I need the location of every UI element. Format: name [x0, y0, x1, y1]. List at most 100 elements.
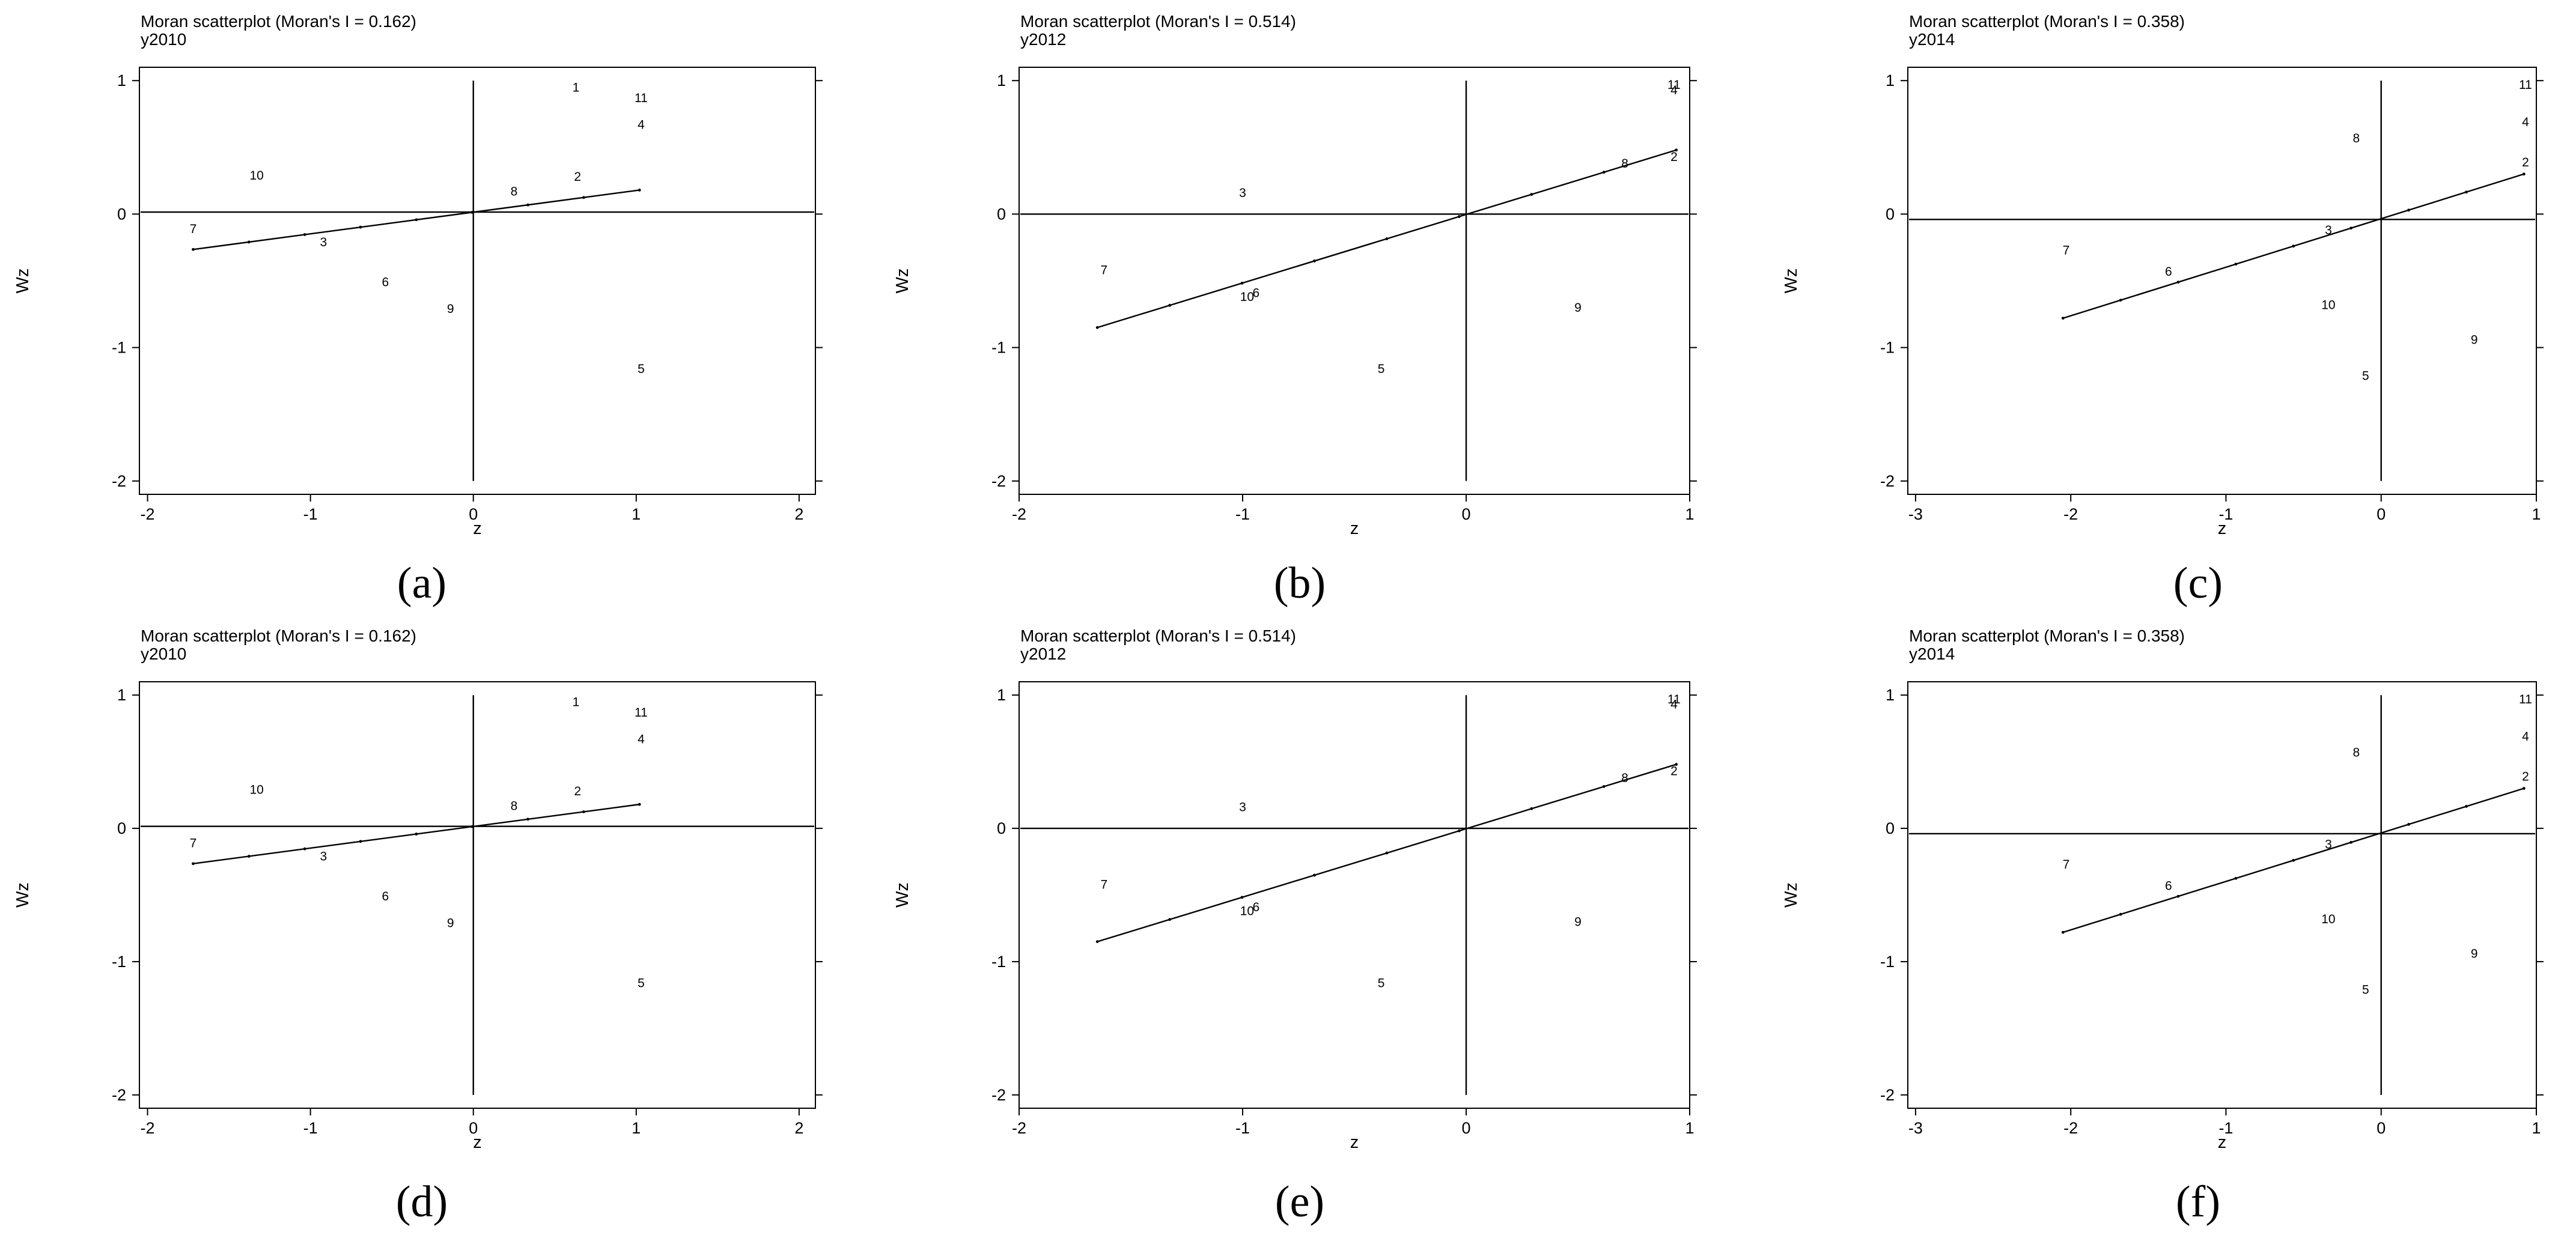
fit-line-marker — [1530, 193, 1533, 196]
plot-title: Moran scatterplot (Moran's I = 0.358) — [1909, 12, 2185, 31]
x-tick-label: -1 — [2218, 1119, 2233, 1137]
y-tick-label: -2 — [112, 1086, 126, 1104]
x-axis-title: z — [2218, 1133, 2227, 1152]
panel-caption: (b) — [1274, 559, 1326, 608]
plot-title: Moran scatterplot (Moran's I = 0.162) — [141, 626, 416, 645]
x-tick-label: -1 — [1235, 1119, 1250, 1137]
point-label-8: 8 — [2353, 132, 2360, 145]
point-label-2: 2 — [1670, 150, 1678, 164]
point-label-3: 3 — [1239, 186, 1246, 200]
plot-title: Moran scatterplot (Moran's I = 0.358) — [1909, 626, 2185, 645]
x-tick-label: 2 — [794, 505, 803, 523]
x-tick-label: -2 — [1012, 505, 1026, 523]
point-label-3: 3 — [320, 850, 327, 864]
x-tick-label: 1 — [1685, 505, 1694, 523]
fit-line-marker — [2522, 787, 2526, 790]
x-tick-label: 1 — [1685, 1119, 1694, 1137]
panel-caption: (c) — [2173, 559, 2223, 608]
point-label-5: 5 — [638, 362, 645, 376]
y-tick-label: 1 — [117, 686, 126, 704]
x-tick-label: -3 — [1908, 505, 1923, 523]
fit-line-marker — [2234, 876, 2238, 880]
point-label-7: 7 — [1101, 264, 1108, 278]
point-label-2: 2 — [2522, 770, 2529, 784]
point-label-5: 5 — [1378, 976, 1385, 990]
point-label-4: 4 — [1670, 698, 1678, 712]
plot-frame — [1019, 681, 1690, 1109]
point-label-9: 9 — [2471, 333, 2478, 347]
point-label-11: 11 — [635, 91, 648, 105]
plot-frame — [1019, 67, 1690, 495]
panel-2: Moran scatterplot (Moran's I = 0.514)y20… — [893, 12, 1697, 608]
fit-line-marker — [415, 833, 418, 836]
fit-line-marker — [247, 855, 251, 858]
y-axis-title: Wz — [893, 268, 912, 294]
fit-line-marker — [2234, 262, 2238, 266]
panel-6: Moran scatterplot (Moran's I = 0.358)y20… — [1782, 626, 2544, 1227]
fit-line-marker — [2349, 226, 2353, 230]
x-tick-label: 0 — [1461, 505, 1470, 523]
y-tick-label: -1 — [1880, 953, 1895, 971]
fit-line-marker — [1313, 873, 1316, 877]
fit-line-marker — [1602, 171, 1606, 174]
point-label-8: 8 — [2353, 746, 2360, 760]
fit-line-marker — [2061, 930, 2065, 934]
fit-line-marker — [1530, 807, 1533, 810]
point-label-3: 3 — [2325, 223, 2332, 237]
fit-line-marker — [415, 218, 418, 222]
point-label-9: 9 — [447, 917, 454, 930]
point-label-11: 11 — [1667, 78, 1681, 92]
fit-line-marker — [1385, 237, 1389, 240]
point-label-6: 6 — [2165, 265, 2172, 279]
point-label-8: 8 — [1621, 157, 1628, 171]
point-label-10: 10 — [2321, 298, 2335, 312]
point-label-8: 8 — [511, 799, 518, 813]
point-label-2: 2 — [574, 170, 581, 184]
fit-line-marker — [2176, 894, 2180, 898]
point-label-11: 11 — [2519, 693, 2532, 706]
fit-line-marker — [470, 211, 474, 214]
y-tick-label: -1 — [112, 339, 126, 357]
point-label-9: 9 — [2471, 947, 2478, 961]
fit-line-marker — [192, 862, 195, 866]
x-tick-label: -2 — [141, 505, 155, 523]
y-tick-label: 0 — [1886, 819, 1895, 837]
x-tick-label: -2 — [2063, 505, 2078, 523]
fit-line-marker — [1602, 785, 1606, 788]
point-label-8: 8 — [1621, 771, 1628, 785]
x-tick-label: -1 — [1235, 505, 1250, 523]
point-label-6: 6 — [1252, 900, 1259, 914]
fit-line-marker — [2522, 172, 2526, 176]
fit-line-marker — [303, 233, 306, 236]
fit-line-marker — [1457, 829, 1461, 833]
fit-line-marker — [1385, 851, 1389, 855]
x-tick-label: -1 — [2218, 505, 2233, 523]
point-label-3: 3 — [1239, 801, 1246, 815]
y-tick-label: 1 — [997, 686, 1006, 704]
plot-subtitle: y2012 — [1020, 30, 1066, 49]
plot-frame — [139, 67, 816, 495]
fit-line-marker — [192, 247, 195, 251]
fit-line-marker — [1095, 326, 1099, 329]
point-label-4: 4 — [2522, 730, 2529, 744]
fit-line-marker — [2061, 317, 2065, 320]
point-label-9: 9 — [1574, 915, 1582, 929]
fit-line-marker — [1240, 896, 1244, 899]
point-label-9: 9 — [447, 302, 454, 316]
y-tick-label: -1 — [112, 953, 126, 971]
fit-line-marker — [2292, 244, 2295, 248]
fit-line-marker — [638, 802, 641, 806]
point-label-9: 9 — [1574, 301, 1582, 315]
x-tick-label: -2 — [141, 1119, 155, 1137]
fit-line-marker — [2407, 823, 2410, 826]
point-label-3: 3 — [320, 235, 327, 249]
point-label-1: 1 — [573, 695, 580, 709]
x-tick-label: 1 — [632, 1119, 641, 1137]
fit-line-marker — [2465, 805, 2468, 808]
y-tick-label: 1 — [997, 71, 1006, 89]
point-label-7: 7 — [1101, 878, 1108, 891]
y-tick-label: 1 — [1886, 71, 1895, 89]
y-tick-label: -2 — [991, 1086, 1006, 1104]
fit-line-marker — [2292, 858, 2295, 862]
